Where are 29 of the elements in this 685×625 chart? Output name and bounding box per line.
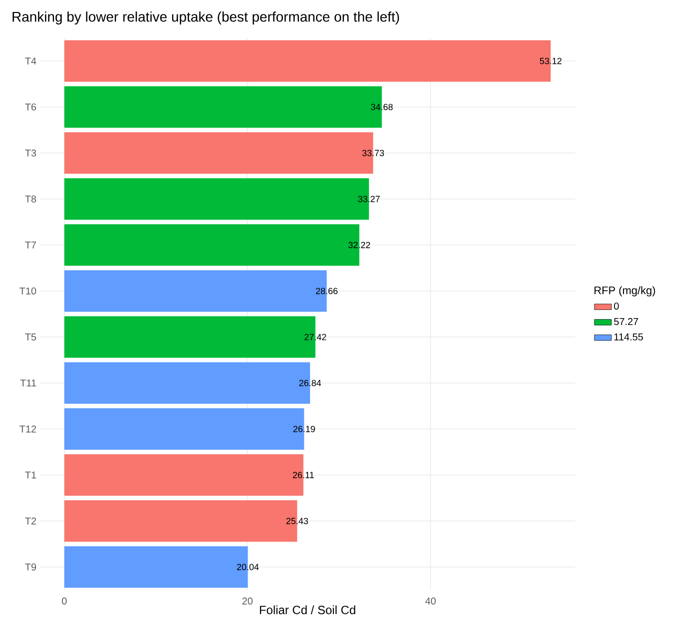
- legend-label: 0: [614, 302, 619, 310]
- data-label: 26.11: [292, 472, 314, 478]
- legend-label: 57.27: [614, 318, 638, 326]
- data-label: 28.66: [316, 288, 338, 294]
- x-tick-label: 40: [425, 598, 436, 605]
- y-tick-label: T6: [25, 103, 36, 111]
- y-tick-label: T4: [25, 58, 36, 64]
- legend-title: RFP (mg/kg): [594, 286, 656, 296]
- y-tick-label: T3: [25, 149, 36, 157]
- x-axis-title: Foliar Cd / Soil Cd: [260, 605, 356, 614]
- legend-label: 114.55: [614, 333, 643, 340]
- y-tick-label: T7: [25, 242, 36, 248]
- data-label: 26.19: [293, 426, 315, 432]
- y-tick-label: T8: [25, 195, 36, 203]
- y-tick-label: T10: [20, 287, 36, 295]
- data-label: 26.84: [299, 380, 322, 386]
- data-label: 25.43: [286, 518, 308, 524]
- y-tick-label: T12: [20, 426, 36, 432]
- data-label: 53.12: [540, 58, 562, 64]
- x-tick-label: 0: [62, 598, 67, 605]
- data-label: 33.73: [362, 150, 384, 156]
- data-label: 20.04: [237, 564, 259, 570]
- x-tick-label: 20: [242, 598, 253, 605]
- chart-title: Ranking by lower relative uptake (best performance on the left): [12, 12, 399, 24]
- y-tick-label: T1: [25, 472, 36, 478]
- y-tick-label: T5: [25, 334, 36, 340]
- y-tick-label: T11: [20, 380, 36, 386]
- y-tick-label: T2: [25, 518, 36, 524]
- y-tick-label: T9: [25, 563, 36, 571]
